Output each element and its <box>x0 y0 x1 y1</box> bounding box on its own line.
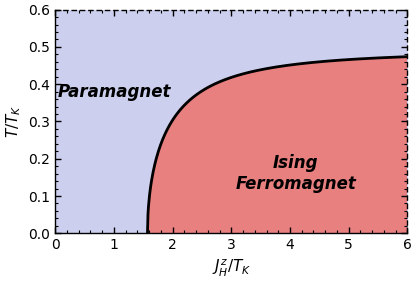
Y-axis label: $T/T_K$: $T/T_K$ <box>4 105 23 138</box>
Text: Paramagnet: Paramagnet <box>57 83 171 101</box>
X-axis label: $J^z_H/T_K$: $J^z_H/T_K$ <box>212 258 251 279</box>
Text: Ising
Ferromagnet: Ising Ferromagnet <box>235 154 357 193</box>
Polygon shape <box>147 57 407 233</box>
